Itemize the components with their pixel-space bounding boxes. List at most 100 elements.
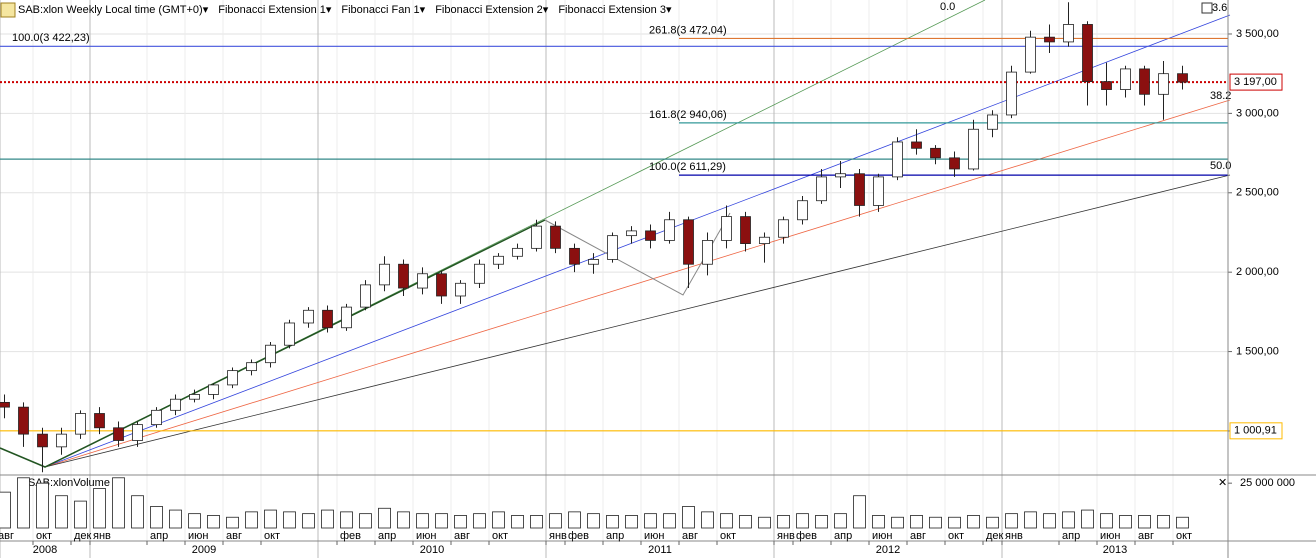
close-icon[interactable]: ✕ xyxy=(1218,477,1227,489)
x-tick-label: авг xyxy=(226,530,242,542)
year-label: 2010 xyxy=(420,544,444,556)
candle-body xyxy=(379,263,390,286)
candle-body xyxy=(1006,71,1017,116)
level-label: 100.0(3 422,23) xyxy=(12,32,90,44)
level-label: 261.8(3 472,04) xyxy=(649,24,727,36)
candle-body xyxy=(569,247,580,265)
x-tick-label: дек xyxy=(74,530,92,542)
candle-body xyxy=(37,433,48,448)
header-item: Fibonacci Extension 1▾ xyxy=(218,4,332,16)
x-tick-label: июн xyxy=(188,530,208,542)
volume-bar xyxy=(55,495,68,529)
volume-bar xyxy=(1005,513,1018,529)
x-tick-label: окт xyxy=(948,530,964,542)
year-label: 2013 xyxy=(1103,544,1127,556)
year-label: 2009 xyxy=(192,544,216,556)
x-tick-label: июн xyxy=(416,530,436,542)
fan-line xyxy=(44,99,1231,468)
header-item: Fibonacci Extension 3▾ xyxy=(558,4,672,16)
volume-bar xyxy=(625,515,638,529)
y-tick-label: 3 000,00 xyxy=(1236,107,1279,119)
x-tick-label: фев xyxy=(340,530,361,542)
candle-body xyxy=(892,141,903,178)
candle-body xyxy=(1158,73,1169,95)
candle-body xyxy=(56,433,67,448)
plot: 100.0(3 422,23) 261.8(3 472,04) 161.8(2 94… xyxy=(0,1,1231,473)
x-tick-label: окт xyxy=(492,530,508,542)
candle-body xyxy=(721,216,732,241)
volume-bar xyxy=(701,511,714,529)
volume-bar xyxy=(321,509,334,529)
candle-body xyxy=(626,230,637,237)
grid xyxy=(0,0,1232,558)
candle-body xyxy=(664,219,675,241)
candle-body xyxy=(322,309,333,329)
volume-bar xyxy=(511,515,524,529)
candle-body xyxy=(0,401,10,408)
volume-bar xyxy=(1024,511,1037,529)
candle-body xyxy=(1177,73,1188,83)
volume-bar xyxy=(1043,513,1056,529)
volume-bar xyxy=(720,513,733,529)
volume-bar xyxy=(245,511,258,529)
candle-body xyxy=(227,370,238,386)
candle-body xyxy=(816,176,827,202)
volume-bar xyxy=(340,511,353,529)
candle-body xyxy=(740,216,751,244)
x-tick-label: янв xyxy=(1005,530,1023,542)
candle-body xyxy=(987,114,998,130)
x-tick-label: апр xyxy=(1062,530,1080,542)
volume-bar xyxy=(853,495,866,529)
candle-body xyxy=(512,247,523,257)
volume-bar xyxy=(1119,515,1132,529)
x-tick-label: апр xyxy=(378,530,396,542)
header-item: Fibonacci Fan 1▾ xyxy=(341,4,425,16)
candle-body xyxy=(873,176,884,206)
volume-bar xyxy=(17,477,30,529)
candle-body xyxy=(1101,81,1112,90)
fan-label: 0.0 xyxy=(940,1,955,13)
candle-body xyxy=(94,413,105,429)
app-icon xyxy=(0,2,16,18)
candle-body xyxy=(531,225,542,249)
x-tick-label: окт xyxy=(720,530,736,542)
price-box xyxy=(1229,73,1283,91)
x-tick-label: авг xyxy=(910,530,926,542)
volume-bar xyxy=(492,511,505,529)
candle-body xyxy=(189,394,200,400)
y-tick-label: 2 500,00 xyxy=(1236,187,1279,199)
header: SAB:xlon Weekly Local time (GMT+0)▾ Fibon… xyxy=(18,4,672,16)
candle-body xyxy=(683,219,694,265)
volume-bar xyxy=(264,509,277,529)
volume-bar xyxy=(473,513,486,529)
candle-body xyxy=(797,200,808,221)
candle-body xyxy=(835,173,846,178)
year-label: 2008 xyxy=(33,544,57,556)
x-tick-label: апр xyxy=(150,530,168,542)
volume-bar xyxy=(986,516,999,529)
candle-body xyxy=(759,236,770,244)
volume-bar xyxy=(872,515,885,529)
y-tick-label: 2 000,00 xyxy=(1236,266,1279,278)
fan-label: 3.6 xyxy=(1212,2,1227,14)
volume-bar xyxy=(682,506,695,529)
volume-bar xyxy=(796,513,809,529)
candle-body xyxy=(550,225,561,249)
candle-body xyxy=(645,230,656,241)
volume-bar xyxy=(644,513,657,529)
volume-bar xyxy=(0,491,11,529)
price-box-label: 3 197,00 xyxy=(1234,76,1277,88)
candle-body xyxy=(18,406,29,435)
candle-body xyxy=(968,128,979,170)
candle-body xyxy=(170,398,181,411)
candle-body xyxy=(1139,68,1150,95)
volume-bar xyxy=(910,515,923,529)
volume-bar xyxy=(530,515,543,529)
volume-bar xyxy=(131,495,144,529)
volume-bar xyxy=(758,516,771,529)
maximize-icon[interactable] xyxy=(1201,2,1213,14)
x-tick-label: авг xyxy=(0,530,14,542)
x-tick-label: дек xyxy=(986,530,1004,542)
candle-body xyxy=(930,147,941,159)
